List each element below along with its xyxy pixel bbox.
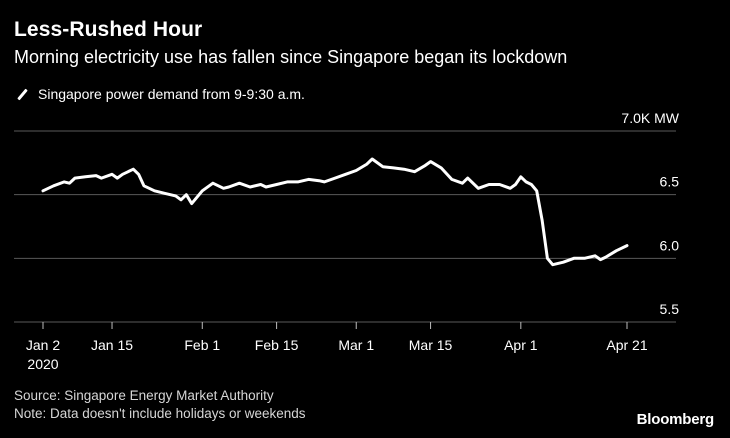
x-tick-label: Feb 1 — [184, 337, 220, 353]
footnote: Note: Data doesn't include holidays or w… — [14, 406, 306, 421]
x-tick-label: Apr 1 — [504, 337, 538, 353]
legend: Singapore power demand from 9-9:30 a.m. — [14, 86, 305, 102]
series-line-0 — [41, 157, 629, 267]
x-tick-label: Jan 2 — [26, 337, 60, 353]
x-tick-label: Mar 15 — [409, 337, 453, 353]
chart-subtitle: Morning electricity use has fallen since… — [14, 47, 568, 67]
bloomberg-logo: Bloomberg — [636, 411, 715, 428]
x-tick-label: Apr 21 — [606, 337, 647, 353]
y-tick-label: 6.5 — [660, 174, 680, 190]
x-tick-label: Mar 1 — [338, 337, 374, 353]
x-tick-label: Feb 15 — [255, 337, 299, 353]
legend-label: Singapore power demand from 9-9:30 a.m. — [38, 86, 305, 102]
y-tick-label: 5.5 — [660, 301, 680, 317]
y-tick-label: 6.0 — [660, 237, 680, 253]
source-note: Source: Singapore Energy Market Authorit… — [14, 388, 274, 403]
y-tick-label: 7.0K MW — [621, 110, 679, 126]
x-tick-label: Jan 15 — [91, 337, 133, 353]
chart-title: Less-Rushed Hour — [14, 18, 203, 41]
x-tick-sublabel: 2020 — [27, 356, 58, 372]
